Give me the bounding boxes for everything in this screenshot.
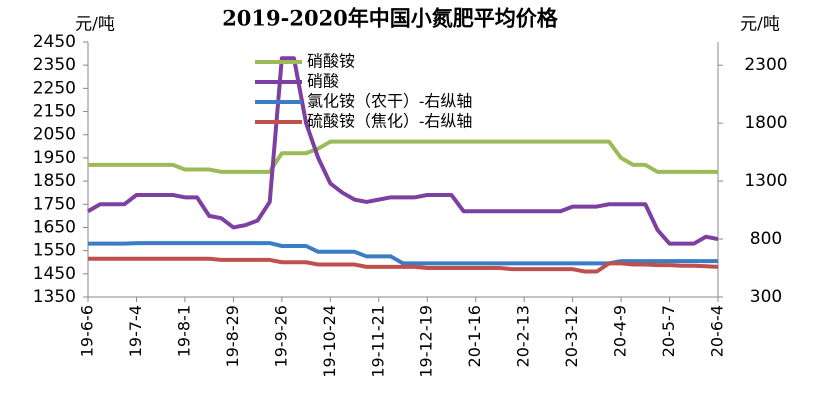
x-tick-label: 20-2-13 [514, 305, 533, 367]
y-tick-label: 1750 [33, 194, 76, 214]
y-axis-unit: 元/吨 [75, 15, 115, 35]
x-tick-label: 19-11-21 [368, 305, 387, 378]
legend-label: 氯化铵（农干）-右纵轴 [307, 92, 472, 111]
legend-label: 硫酸铵（焦化）-右纵轴 [307, 112, 472, 131]
y-tick-label: 1650 [33, 217, 76, 237]
y-tick-label: 2450 [33, 32, 76, 52]
series-line [87, 56, 719, 246]
y-tick-label: 2250 [33, 78, 76, 98]
y2-tick-label: 300 [750, 287, 782, 307]
y-tick-label: 1350 [33, 287, 76, 307]
y2-tick-label: 1800 [744, 113, 787, 133]
legend-label: 硝酸 [307, 72, 339, 91]
y-tick-label: 1850 [33, 171, 76, 191]
chart-title: 2019-2020年中国小氮肥平均价格 [222, 6, 559, 31]
x-tick-label: 20-6-4 [708, 305, 727, 357]
y-tick-label: 1950 [33, 148, 76, 168]
y-tick-label: 1450 [33, 264, 76, 284]
x-tick-label: 19-10-24 [320, 305, 339, 378]
y2-tick-label: 1300 [744, 171, 787, 191]
y-tick-label: 1550 [33, 241, 76, 261]
y-tick-label: 2050 [33, 125, 76, 145]
y-tick-label: 2350 [33, 55, 76, 75]
x-tick-label: 20-5-7 [659, 305, 678, 357]
series-line [88, 256, 719, 274]
x-tick-label: 19-12-19 [417, 305, 436, 378]
x-tick-label: 19-8-1 [174, 305, 193, 357]
x-tick-label: 20-1-16 [465, 305, 484, 367]
x-tick-label: 19-7-4 [126, 305, 145, 357]
x-tick-label: 20-3-12 [562, 305, 581, 367]
y2-tick-label: 2300 [744, 55, 787, 75]
x-tick-label: 19-6-6 [78, 305, 97, 357]
y2-tick-label: 800 [750, 229, 782, 249]
y2-axis-unit: 元/吨 [740, 15, 780, 35]
y-tick-label: 2150 [33, 102, 76, 122]
series-line [88, 139, 718, 174]
x-tick-label: 19-9-26 [271, 305, 290, 367]
x-tick-label: 20-4-9 [611, 305, 630, 357]
x-tick-label: 19-8-29 [223, 305, 242, 367]
legend-label: 硝酸铵 [307, 52, 355, 71]
